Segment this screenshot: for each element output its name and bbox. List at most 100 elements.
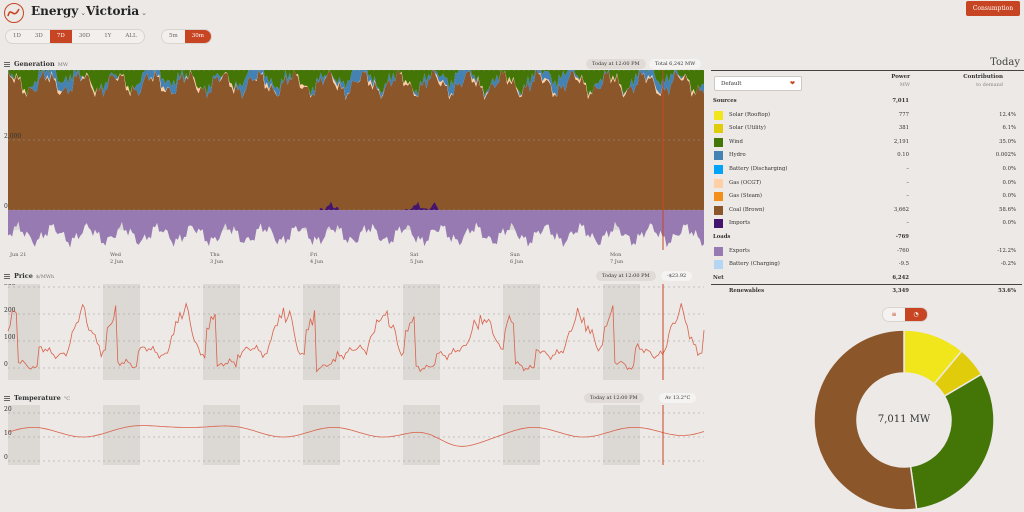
- donut-hole: [858, 374, 950, 466]
- series-wind: [8, 70, 704, 97]
- row-label: Wind: [729, 138, 743, 145]
- hover-time: Today at 12:00 PM: [586, 59, 646, 69]
- y-tick-label: 10: [4, 430, 12, 437]
- row-label: Gas (OCGT): [729, 179, 762, 186]
- region-selector[interactable]: Energy ⌄: [31, 4, 87, 18]
- state-selector[interactable]: Victoria ⌄: [86, 4, 148, 18]
- night-band: [203, 284, 240, 380]
- row-power: –: [906, 220, 909, 227]
- temperature-line: [7, 425, 705, 447]
- range-button-7d[interactable]: 7D: [49, 30, 72, 43]
- y-tick-label: 200: [4, 307, 16, 314]
- row-power: –: [906, 179, 909, 186]
- source-row[interactable]: Solar (Utility) 381 6.1%: [711, 122, 1022, 135]
- source-row[interactable]: Coal (Brown) 3,662 58.6%: [711, 204, 1022, 217]
- row-contribution: 0.0%: [1002, 220, 1016, 227]
- load-row[interactable]: Battery (Charging) -9.5 -0.2%: [711, 258, 1022, 271]
- night-band: [203, 405, 240, 465]
- series-exports: [8, 210, 704, 248]
- night-band: [8, 405, 40, 465]
- chevron-down-icon: ⌄: [141, 9, 148, 17]
- night-band: [503, 284, 540, 380]
- y-tick-label: 0: [4, 203, 8, 210]
- sources-header-row: Sources 7,011: [711, 95, 1022, 108]
- donut-slice[interactable]: [909, 373, 995, 510]
- menu-icon[interactable]: [4, 61, 10, 67]
- row-power: 777: [898, 111, 909, 118]
- x-tick-date: 2 Jun: [110, 259, 124, 265]
- row-contribution: 6.1%: [1002, 125, 1016, 132]
- range-button-3d[interactable]: 3D: [34, 33, 43, 39]
- legend-swatch: [714, 219, 723, 229]
- legend-swatch: [714, 246, 723, 256]
- x-tick-day: Jun 21: [9, 252, 26, 258]
- temperature-chart[interactable]: 20 10 0: [0, 405, 708, 467]
- row-label: Hydro: [729, 152, 746, 159]
- legend-swatch: [714, 178, 723, 188]
- y-tick-label: 100: [4, 334, 16, 341]
- source-row[interactable]: Wind 2,191 35.0%: [711, 136, 1022, 149]
- menu-icon[interactable]: [4, 395, 10, 401]
- row-contribution: -0.2%: [1000, 261, 1016, 268]
- y-tick-label: 300: [4, 284, 16, 287]
- row-label: Coal (Brown): [729, 206, 765, 213]
- x-tick-day: Mon: [610, 252, 622, 258]
- legend-swatch: [714, 205, 723, 215]
- legend-swatch: [714, 192, 723, 202]
- row-power: 381: [898, 125, 909, 132]
- row-contribution: 0.0%: [1002, 179, 1016, 186]
- row-label: Solar (Utility): [729, 125, 766, 132]
- source-row[interactable]: Hydro 0.10 0.002%: [711, 149, 1022, 162]
- bar-view-button[interactable]: ≡: [883, 308, 905, 321]
- row-power: 3,662: [893, 206, 909, 213]
- range-button-all[interactable]: ALL: [125, 33, 137, 39]
- divider: [711, 284, 1022, 286]
- interval-button-5m[interactable]: 5m: [169, 33, 178, 39]
- price-chart[interactable]: 300 200 100 0: [0, 284, 708, 382]
- pie-view-button[interactable]: ◔: [905, 308, 927, 321]
- temperature-panel: Temperature °C Today at 12:00 PM Av 13.2°…: [4, 393, 707, 405]
- donut-chart[interactable]: [812, 328, 996, 512]
- menu-icon[interactable]: [4, 273, 10, 279]
- interval-button-30m[interactable]: 30m: [184, 30, 211, 43]
- generation-header: Generation MW: [4, 60, 68, 72]
- col-contribution-header: Contribution to demand: [963, 74, 1003, 88]
- row-power: 6,242: [892, 274, 909, 281]
- range-button-1d[interactable]: 1D: [13, 33, 21, 39]
- night-band: [303, 405, 340, 465]
- price-value: -$23.92: [661, 271, 693, 281]
- row-power: -9.5: [898, 261, 909, 268]
- chart-type-toggle: ≡ ◔: [882, 307, 928, 322]
- load-row[interactable]: Exports -760 -12.2%: [711, 245, 1022, 258]
- temperature-header: Temperature °C: [4, 394, 70, 406]
- legend-swatch: [714, 260, 723, 270]
- row-power: 0.10: [897, 152, 909, 159]
- source-row[interactable]: Battery (Discharging) – 0.0%: [711, 163, 1022, 176]
- consumption-button[interactable]: Consumption: [966, 1, 1020, 16]
- row-label: Sources: [713, 98, 737, 104]
- row-label: Renewables: [729, 288, 765, 295]
- source-row[interactable]: Gas (Steam) – 0.0%: [711, 190, 1022, 203]
- night-band: [103, 284, 140, 380]
- loads-header-row: Loads -769: [711, 231, 1022, 244]
- divider: [711, 70, 1024, 71]
- range-button-30d[interactable]: 30D: [78, 33, 91, 39]
- source-row[interactable]: Gas (OCGT) – 0.0%: [711, 177, 1022, 190]
- x-tick-date: 7 Jun: [610, 259, 624, 265]
- grouping-select[interactable]: Default ❤: [714, 76, 802, 91]
- logo[interactable]: [4, 3, 24, 23]
- donut-center-label: 7,011 MW: [877, 414, 931, 425]
- donut-slice[interactable]: [813, 329, 918, 511]
- night-band: [603, 284, 640, 380]
- row-power: 7,011: [892, 98, 909, 104]
- chevron-down-icon: ❤: [789, 80, 795, 87]
- legend-swatch: [714, 124, 723, 134]
- source-row[interactable]: Solar (Rooftop) 777 12.4%: [711, 109, 1022, 122]
- row-contribution: 0.0%: [1002, 166, 1016, 172]
- x-tick-day: Thu: [210, 252, 221, 258]
- renewables-row: Renewables 3,349 53.6%: [711, 285, 1022, 298]
- row-label: Exports: [729, 247, 750, 254]
- range-button-1y[interactable]: 1Y: [104, 33, 112, 39]
- source-row[interactable]: Imports – 0.0%: [711, 217, 1022, 230]
